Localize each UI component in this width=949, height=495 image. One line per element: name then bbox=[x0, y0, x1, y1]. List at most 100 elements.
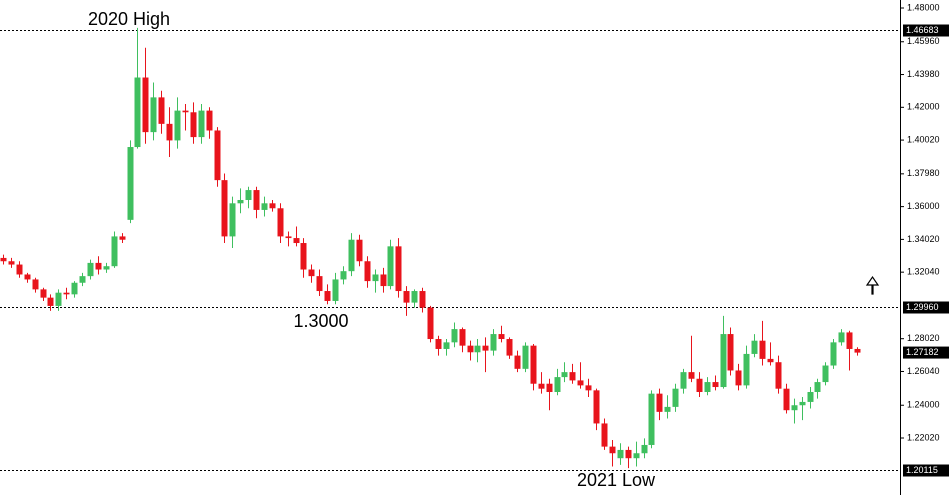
candle-body bbox=[419, 291, 426, 308]
candle-body bbox=[8, 261, 15, 265]
candle-body bbox=[324, 291, 331, 301]
candle-body bbox=[150, 97, 157, 133]
candle-body bbox=[767, 358, 774, 363]
candle-body bbox=[198, 110, 205, 138]
candle-body bbox=[293, 238, 300, 244]
level-label-box bbox=[903, 464, 949, 477]
y-tick-label: 1.36000 bbox=[907, 201, 940, 211]
y-tick-label: 1.24000 bbox=[907, 400, 940, 410]
candle-body bbox=[451, 329, 458, 343]
candle-body bbox=[490, 334, 497, 351]
candle-body bbox=[253, 190, 260, 210]
candle-body bbox=[846, 332, 853, 349]
candle-body bbox=[727, 334, 734, 371]
candle-body bbox=[403, 291, 410, 303]
candle-body bbox=[55, 292, 62, 306]
candle-body bbox=[71, 282, 78, 295]
candle-body bbox=[633, 453, 640, 459]
candle-body bbox=[743, 353, 750, 386]
candle-body bbox=[387, 246, 394, 287]
annotation: 1.3000 bbox=[293, 311, 348, 331]
candle-body bbox=[704, 382, 711, 392]
candle-body bbox=[522, 345, 529, 369]
candle-body bbox=[601, 423, 608, 447]
candle-body bbox=[554, 377, 561, 392]
candle-body bbox=[285, 236, 292, 239]
candle-body bbox=[245, 190, 252, 200]
candle-body bbox=[221, 180, 228, 237]
candle-body bbox=[142, 77, 149, 133]
y-tick-label: 1.40020 bbox=[907, 134, 940, 144]
candle-body bbox=[656, 393, 663, 412]
candle-body bbox=[364, 261, 371, 282]
last-price-label: 1.27182 bbox=[906, 347, 939, 357]
candle-body bbox=[467, 345, 474, 353]
candle-body bbox=[300, 243, 307, 270]
level-label-box bbox=[903, 24, 949, 37]
candle-body bbox=[95, 262, 102, 270]
candle-body bbox=[712, 382, 719, 388]
candle-body bbox=[47, 297, 54, 306]
candle-body bbox=[190, 112, 197, 138]
candle-body bbox=[506, 339, 513, 356]
candle-body bbox=[585, 385, 592, 391]
annotation: 2020 High bbox=[88, 9, 170, 29]
candle-body bbox=[807, 391, 814, 402]
candle-body bbox=[664, 406, 671, 412]
candle-body bbox=[482, 345, 489, 351]
y-tick-label: 1.28020 bbox=[907, 333, 940, 343]
candle-body bbox=[32, 279, 39, 290]
candle-body bbox=[830, 342, 837, 366]
candle-body bbox=[134, 77, 141, 148]
candle-body bbox=[411, 291, 418, 303]
candle-body bbox=[214, 130, 221, 181]
candle-body bbox=[609, 446, 616, 454]
candle-body bbox=[237, 199, 244, 204]
candle-body bbox=[332, 279, 339, 301]
level-label: 1.46683 bbox=[906, 25, 939, 35]
y-tick-label: 1.34020 bbox=[907, 234, 940, 244]
candle-body bbox=[356, 239, 363, 262]
y-tick-label: 1.48000 bbox=[907, 2, 940, 12]
candle-body bbox=[822, 365, 829, 383]
candle-body bbox=[380, 274, 387, 287]
candle-body bbox=[0, 257, 7, 262]
candle-body bbox=[158, 97, 165, 124]
candle-body bbox=[688, 372, 695, 379]
candle-body bbox=[720, 334, 727, 388]
candle-body bbox=[103, 266, 110, 270]
y-tick-label: 1.26040 bbox=[907, 366, 940, 376]
level-label: 1.29960 bbox=[906, 302, 939, 312]
candle-body bbox=[24, 274, 31, 280]
candle-body bbox=[119, 236, 126, 240]
candle-body bbox=[348, 239, 355, 272]
candle-body bbox=[427, 307, 434, 340]
candle-body bbox=[87, 262, 94, 277]
candle-body bbox=[593, 390, 600, 424]
candle-body bbox=[775, 362, 782, 389]
candle-body bbox=[435, 339, 442, 349]
y-tick-label: 1.45960 bbox=[907, 36, 940, 46]
y-tick-label: 1.43980 bbox=[907, 69, 940, 79]
candle-body bbox=[261, 203, 268, 210]
y-tick-label: 1.22020 bbox=[907, 432, 940, 442]
y-tick-label: 1.37980 bbox=[907, 168, 940, 178]
candle-body bbox=[443, 342, 450, 349]
candle-body bbox=[514, 355, 521, 369]
candle-body bbox=[577, 380, 584, 386]
candle-body bbox=[459, 329, 466, 346]
candle-body bbox=[530, 345, 537, 384]
candle-body bbox=[625, 449, 632, 459]
candle-body bbox=[648, 393, 655, 445]
candle-body bbox=[799, 401, 806, 406]
candle-body bbox=[759, 340, 766, 359]
candle-body bbox=[569, 372, 576, 381]
candle-body bbox=[182, 110, 189, 113]
candle-body bbox=[206, 110, 213, 131]
candle-body bbox=[63, 292, 70, 295]
candle-body bbox=[127, 147, 134, 220]
candle-body bbox=[229, 203, 236, 237]
y-tick-label: 1.32040 bbox=[907, 267, 940, 277]
candle-body bbox=[617, 449, 624, 459]
